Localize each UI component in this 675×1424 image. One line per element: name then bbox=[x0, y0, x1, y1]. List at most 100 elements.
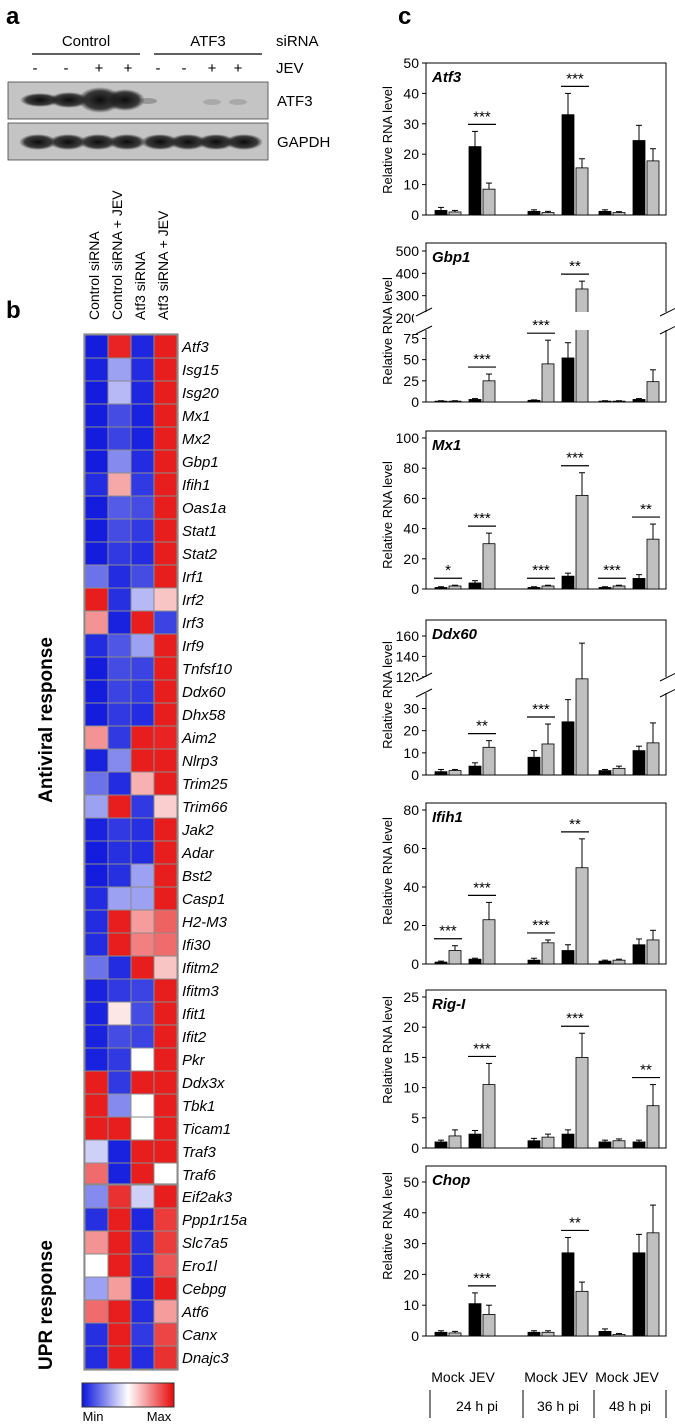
bar bbox=[632, 140, 646, 216]
heatmap-cell bbox=[84, 1322, 109, 1347]
bar bbox=[646, 381, 660, 403]
bar bbox=[482, 1084, 496, 1149]
jev-sign-row: - - + + - - + + bbox=[33, 60, 243, 77]
y-tick-label: 5 bbox=[411, 1110, 419, 1126]
bar bbox=[448, 400, 462, 403]
heatmap-cell bbox=[84, 955, 109, 980]
gene-label: Slc7a5 bbox=[182, 1235, 229, 1252]
bar bbox=[646, 1105, 660, 1149]
gene-label: Stat1 bbox=[182, 523, 217, 540]
jev-sign: - bbox=[64, 60, 69, 77]
heatmap-cell bbox=[153, 1047, 178, 1072]
heatmap-cell bbox=[130, 932, 155, 957]
chart-title: Rig-I bbox=[432, 996, 466, 1013]
bar bbox=[541, 212, 555, 216]
western-blot-gapdh: GAPDH bbox=[7, 122, 330, 161]
heatmap-cell bbox=[130, 1070, 155, 1095]
heatmap-cell bbox=[107, 1116, 132, 1141]
y-axis-label: Relative RNA level bbox=[380, 817, 395, 925]
gapdh-band bbox=[49, 134, 87, 150]
bar bbox=[482, 1314, 496, 1337]
y-tick-label: 300 bbox=[396, 288, 420, 304]
y-tick-label: 20 bbox=[403, 723, 419, 739]
heatmap-cell bbox=[130, 679, 155, 704]
jev-sign: + bbox=[208, 60, 217, 77]
bar bbox=[468, 958, 482, 965]
axis-break-gap bbox=[658, 312, 675, 330]
x-axis-labels: Mock JEV Mock JEV Mock JEV 24 h pi 36 h … bbox=[429, 1369, 667, 1418]
gapdh-band bbox=[79, 134, 117, 150]
y-tick-label: 20 bbox=[403, 1019, 419, 1035]
bar-chart-atf3: Atf3 Relative RNA level 0 10 20 30 40 50 *** *** bbox=[380, 55, 667, 223]
heatmap-cell bbox=[130, 495, 155, 520]
heatmap-cell bbox=[130, 1139, 155, 1164]
heatmap-cell bbox=[130, 702, 155, 727]
heatmap-cell bbox=[107, 1230, 132, 1255]
bar bbox=[646, 538, 660, 590]
heatmap-cell bbox=[107, 1253, 132, 1278]
heatmap-cell bbox=[130, 449, 155, 474]
bar bbox=[541, 743, 555, 776]
y-tick-label: 60 bbox=[403, 841, 419, 857]
heatmap-cell bbox=[84, 1024, 109, 1049]
significance-label: *** bbox=[473, 1040, 491, 1057]
gene-label: Atf3 bbox=[181, 339, 209, 356]
chart-frame bbox=[425, 62, 667, 216]
bar bbox=[434, 400, 448, 403]
y-tick-label: 10 bbox=[403, 745, 419, 761]
heatmap-cell bbox=[84, 1001, 109, 1026]
significance-label: *** bbox=[532, 917, 550, 934]
heatmap-cell bbox=[107, 426, 132, 451]
xlabel-mock-24h: Mock bbox=[431, 1369, 465, 1385]
heatmap-cell bbox=[153, 840, 178, 865]
heatmap-cell bbox=[84, 1093, 109, 1118]
heatmap-cell bbox=[84, 495, 109, 520]
heatmap-cell bbox=[130, 587, 155, 612]
significance-label: *** bbox=[566, 1010, 584, 1027]
significance-label: *** bbox=[473, 510, 491, 527]
bar bbox=[598, 400, 612, 403]
heatmap-cell bbox=[107, 656, 132, 681]
heatmap-cell bbox=[84, 1139, 109, 1164]
y-tick-label: 40 bbox=[403, 879, 419, 895]
heatmap-cell bbox=[153, 1230, 178, 1255]
y-tick-label: 40 bbox=[403, 85, 419, 101]
bar bbox=[434, 587, 448, 590]
y-axis-label: Relative RNA level bbox=[380, 1172, 395, 1280]
gene-label: Dhx58 bbox=[182, 707, 226, 724]
heatmap-cell bbox=[107, 357, 132, 382]
bar bbox=[448, 1135, 462, 1149]
panel-a: a Control ATF3 siRNA JEV - - + + - - + + ATF3 bbox=[6, 3, 330, 161]
heatmap-cell bbox=[84, 449, 109, 474]
bar bbox=[527, 756, 541, 776]
heatmap-cell bbox=[153, 403, 178, 428]
y-tick-label: 30 bbox=[403, 701, 419, 717]
heatmap-cell bbox=[107, 1322, 132, 1347]
heatmap-cell bbox=[107, 909, 132, 934]
bar bbox=[527, 959, 541, 965]
significance-label: *** bbox=[439, 923, 457, 940]
bar bbox=[434, 961, 448, 965]
y-axis-label: Relative RNA level bbox=[380, 996, 395, 1104]
heatmap-cell bbox=[153, 978, 178, 1003]
xlabel-jev-36h: JEV bbox=[562, 1369, 588, 1385]
heatmap-cell bbox=[153, 1070, 178, 1095]
atf3-band bbox=[105, 89, 145, 111]
heatmap: Atf3 Isg15 Isg20 Mx1 Mx2 Gbp1 Ifih1 Oas1a Stat1 S… bbox=[83, 333, 247, 1371]
gene-label: Ifih1 bbox=[182, 477, 210, 494]
heatmap-cell bbox=[84, 679, 109, 704]
gene-label: Irf2 bbox=[182, 592, 204, 609]
heatmap-cell bbox=[107, 1276, 132, 1301]
bar bbox=[598, 587, 612, 590]
gene-label: Aim2 bbox=[181, 730, 217, 747]
heatmap-cell bbox=[153, 1162, 178, 1187]
heatmap-cell bbox=[84, 472, 109, 497]
bar bbox=[434, 771, 448, 776]
heatmap-cell bbox=[153, 1001, 178, 1026]
bar bbox=[434, 1331, 448, 1337]
heatmap-cell bbox=[84, 1070, 109, 1095]
bar bbox=[632, 944, 646, 965]
y-tick-label: 10 bbox=[403, 177, 419, 193]
